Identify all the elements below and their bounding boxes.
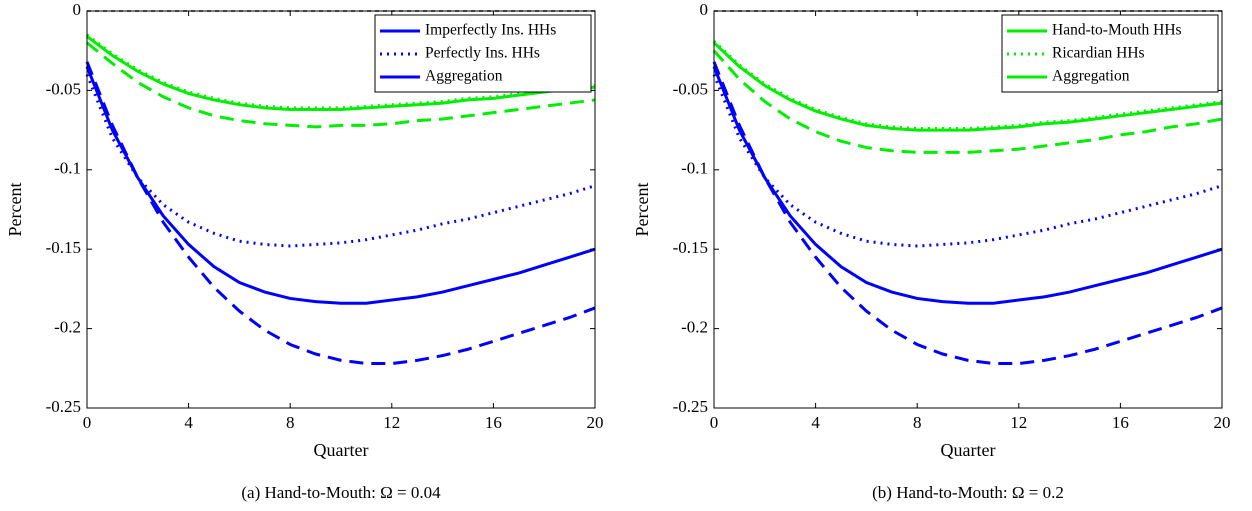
y-tick-label: -0.1 <box>54 159 81 178</box>
x-tick-label: 12 <box>383 413 400 432</box>
caption: (b) Hand-to-Mouth: Ω = 0.2 <box>872 483 1064 502</box>
y-tick-label: 0 <box>73 0 82 19</box>
x-tick-label: 20 <box>587 413 604 432</box>
legend-label: Aggregation <box>425 68 503 85</box>
series-line <box>85 66 596 305</box>
series-line <box>86 41 596 129</box>
y-tick-label: -0.05 <box>46 79 81 98</box>
y-axis-label: Percent <box>5 183 25 237</box>
legend-box <box>374 14 592 93</box>
legend-label: Aggregation <box>1052 68 1130 85</box>
legend: Imperfectly Ins. HHs Perfectly Ins. HHs Ag… <box>374 14 592 93</box>
panel: 0 4 8 12 16 20 -0.25 -0.2 -0.15 -0.1 -0.05 0 Quarter… <box>632 0 1230 502</box>
x-axis-label: Quarter <box>314 440 369 460</box>
series-line <box>86 35 596 111</box>
x-tick-label: 0 <box>83 413 92 432</box>
legend-box <box>1001 14 1219 93</box>
series-line <box>712 49 1223 154</box>
y-tick-label: -0.25 <box>673 397 708 416</box>
series-line <box>712 61 1223 366</box>
y-tick-label: -0.15 <box>46 238 81 257</box>
axes-box <box>713 10 1223 409</box>
y-tick-label: -0.05 <box>673 79 708 98</box>
x-tick-label: 16 <box>1112 413 1129 432</box>
legend-label: Perfectly Ins. HHs <box>425 45 540 62</box>
series-line <box>712 40 1223 131</box>
x-tick-label: 16 <box>485 413 502 432</box>
y-tick-label: -0.25 <box>46 397 81 416</box>
y-axis-label: Percent <box>632 183 652 237</box>
y-tick-label: -0.15 <box>673 238 708 257</box>
x-tick-label: 8 <box>286 413 295 432</box>
x-axis-label: Quarter <box>941 440 996 460</box>
y-tick-label: 0 <box>700 0 709 19</box>
legend-label: Imperfectly Ins. HHs <box>425 22 556 39</box>
x-tick-label: 20 <box>1214 413 1231 432</box>
y-tick-label: -0.2 <box>54 318 81 337</box>
series-line <box>712 66 1223 305</box>
x-tick-label: 0 <box>710 413 719 432</box>
legend-label: Hand-to-Mouth HHs <box>1052 22 1182 39</box>
panel: 0 4 8 12 16 20 -0.25 -0.2 -0.15 -0.1 -0.05 0 Quarter… <box>5 0 603 502</box>
series-line <box>712 73 1223 248</box>
axes-box <box>86 10 596 409</box>
series-line <box>712 41 1223 132</box>
legend: Hand-to-Mouth HHs Ricardian HHs Aggregatio… <box>1001 14 1219 93</box>
x-tick-label: 4 <box>184 413 193 432</box>
caption: (a) Hand-to-Mouth: Ω = 0.04 <box>241 483 441 502</box>
y-tick-label: -0.2 <box>681 318 708 337</box>
legend-label: Ricardian HHs <box>1052 45 1145 62</box>
y-tick-label: -0.1 <box>681 159 708 178</box>
x-tick-label: 12 <box>1010 413 1027 432</box>
series-line <box>85 73 596 248</box>
series-line <box>85 61 596 366</box>
x-tick-label: 8 <box>913 413 922 432</box>
x-tick-label: 4 <box>811 413 820 432</box>
